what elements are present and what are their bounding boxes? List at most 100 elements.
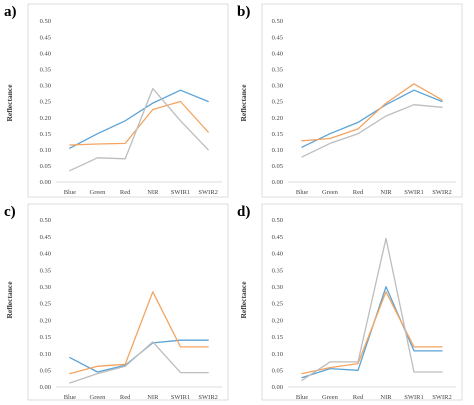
y-tick-label-a: 0.45 xyxy=(40,34,51,41)
plot-area-d: 0.00 0.05 0.10 0.15 0.20 0.25 0.30 0.35 0.40 0.45… xyxy=(272,217,456,401)
y-tick-label-b: 0.45 xyxy=(272,34,283,41)
y-tick-label-d: 0.50 xyxy=(272,217,283,224)
panel-d: d) Reflectance 0.000.050.100.150.200.250… xyxy=(237,203,463,401)
y-tick-label-c: 0.00 xyxy=(40,384,51,391)
y-axis-title-b: Reflectance xyxy=(239,84,248,122)
panel-frame-c xyxy=(27,203,229,401)
y-tick-label-d: 0.25 xyxy=(272,301,283,308)
y-tick-label-a: 0.40 xyxy=(40,50,51,57)
x-category-label-d: NIR xyxy=(380,394,392,401)
panel-label-a: a) xyxy=(4,4,17,20)
y-tick-label-c: 0.25 xyxy=(40,301,51,308)
y-tick-label-c: 0.40 xyxy=(40,251,51,258)
panel-b: b) Reflectance 0.000.050.100.150.200.250… xyxy=(237,3,463,198)
y-tick-label-a: 0.25 xyxy=(40,99,51,106)
panel-c: c) Reflectance 0.000.050.100.150.200.250… xyxy=(4,203,229,401)
y-tick-label-c: 0.35 xyxy=(40,267,51,274)
y-tick-label-b: 0.00 xyxy=(272,179,283,186)
panel-a: a) Reflectance 0.000.050.100.150.200.250… xyxy=(4,3,229,198)
y-tick-label-b: 0.50 xyxy=(272,18,283,25)
x-category-label-c: SWIR2 xyxy=(198,394,218,401)
x-category-label-b: SWIR1 xyxy=(404,189,424,196)
y-tick-label-d: 0.30 xyxy=(272,284,283,291)
y-tick-label-a: 0.50 xyxy=(40,18,51,25)
x-category-label-a: Blue xyxy=(64,189,76,196)
y-tick-label-b: 0.30 xyxy=(272,83,283,90)
x-category-label-a: Red xyxy=(120,189,131,196)
y-tick-label-a: 0.35 xyxy=(40,67,51,74)
y-tick-label-b: 0.15 xyxy=(272,131,283,138)
panel-label-d: d) xyxy=(237,204,250,220)
x-category-label-d: SWIR2 xyxy=(432,394,452,401)
y-tick-label-b: 0.05 xyxy=(272,163,283,170)
y-tick-label-d: 0.40 xyxy=(272,251,283,258)
x-category-label-d: SWIR1 xyxy=(404,394,424,401)
y-tick-label-c: 0.15 xyxy=(40,334,51,341)
x-category-label-a: SWIR1 xyxy=(171,189,191,196)
x-category-label-d: Red xyxy=(353,394,364,401)
y-tick-label-d: 0.05 xyxy=(272,368,283,375)
x-category-label-b: Blue xyxy=(296,189,308,196)
series-line-orange-b xyxy=(301,83,443,142)
y-tick-label-a: 0.05 xyxy=(40,163,51,170)
series-line-gray-c xyxy=(69,341,209,384)
y-tick-label-c: 0.05 xyxy=(40,368,51,375)
x-category-label-c: Red xyxy=(120,394,131,401)
x-category-label-c: SWIR1 xyxy=(171,394,191,401)
series-line-orange-a xyxy=(69,100,209,146)
x-category-label-d: Green xyxy=(322,394,339,401)
y-tick-label-c: 0.45 xyxy=(40,234,51,241)
series-line-blue-b xyxy=(301,89,443,148)
x-category-label-b: Red xyxy=(353,189,364,196)
plot-area-b: 0.00 0.05 0.10 0.15 0.20 0.25 0.30 0.35 0.40 0.45… xyxy=(272,18,456,196)
x-category-label-b: SWIR2 xyxy=(432,189,452,196)
y-tick-label-a: 0.10 xyxy=(40,147,51,154)
panel-frame-a xyxy=(27,3,229,198)
series-line-blue-c xyxy=(69,339,209,373)
series-line-orange-c xyxy=(69,291,209,375)
panel-frame-d xyxy=(261,203,463,401)
y-tick-label-a: 0.20 xyxy=(40,115,51,122)
x-category-label-b: Green xyxy=(322,189,339,196)
x-category-label-a: NIR xyxy=(147,189,159,196)
y-tick-label-b: 0.35 xyxy=(272,67,283,74)
series-line-gray-a xyxy=(69,87,209,172)
y-tick-label-d: 0.35 xyxy=(272,267,283,274)
x-category-label-d: Blue xyxy=(296,394,308,401)
y-tick-label-c: 0.10 xyxy=(40,351,51,358)
panel-label-c: c) xyxy=(4,204,16,220)
y-tick-label-a: 0.15 xyxy=(40,131,51,138)
x-category-label-c: NIR xyxy=(147,394,159,401)
y-tick-label-d: 0.20 xyxy=(272,317,283,324)
x-category-label-c: Green xyxy=(90,394,107,401)
series-line-gray-d xyxy=(301,237,443,381)
x-category-label-a: SWIR2 xyxy=(198,189,218,196)
y-axis-title-d: Reflectance xyxy=(239,281,248,319)
y-tick-label-d: 0.10 xyxy=(272,351,283,358)
series-line-orange-d xyxy=(301,291,443,375)
y-tick-label-a: 0.00 xyxy=(40,179,51,186)
y-tick-label-c: 0.50 xyxy=(40,217,51,224)
series-line-gray-b xyxy=(301,104,443,158)
y-tick-label-b: 0.40 xyxy=(272,50,283,57)
y-tick-label-c: 0.30 xyxy=(40,284,51,291)
y-tick-label-d: 0.45 xyxy=(272,234,283,241)
y-tick-label-b: 0.10 xyxy=(272,147,283,154)
x-category-label-b: NIR xyxy=(380,189,392,196)
y-tick-label-d: 0.00 xyxy=(272,384,283,391)
x-category-label-a: Green xyxy=(90,189,107,196)
y-tick-label-b: 0.20 xyxy=(272,115,283,122)
series-line-blue-a xyxy=(69,89,209,149)
y-tick-label-c: 0.20 xyxy=(40,317,51,324)
panel-frame-b xyxy=(261,3,463,198)
y-tick-label-b: 0.25 xyxy=(272,99,283,106)
plot-area-c: 0.00 0.05 0.10 0.15 0.20 0.25 0.30 0.35 0.40 0.45… xyxy=(40,217,222,401)
y-tick-label-d: 0.15 xyxy=(272,334,283,341)
y-axis-title-a: Reflectance xyxy=(5,84,14,122)
panel-label-b: b) xyxy=(237,4,250,20)
x-category-label-c: Blue xyxy=(64,394,76,401)
y-axis-title-c: Reflectance xyxy=(5,281,14,319)
plot-area-a: 0.00 0.05 0.10 0.15 0.20 0.25 0.30 0.35 0.40 0.45… xyxy=(40,18,222,196)
y-tick-label-a: 0.30 xyxy=(40,83,51,90)
